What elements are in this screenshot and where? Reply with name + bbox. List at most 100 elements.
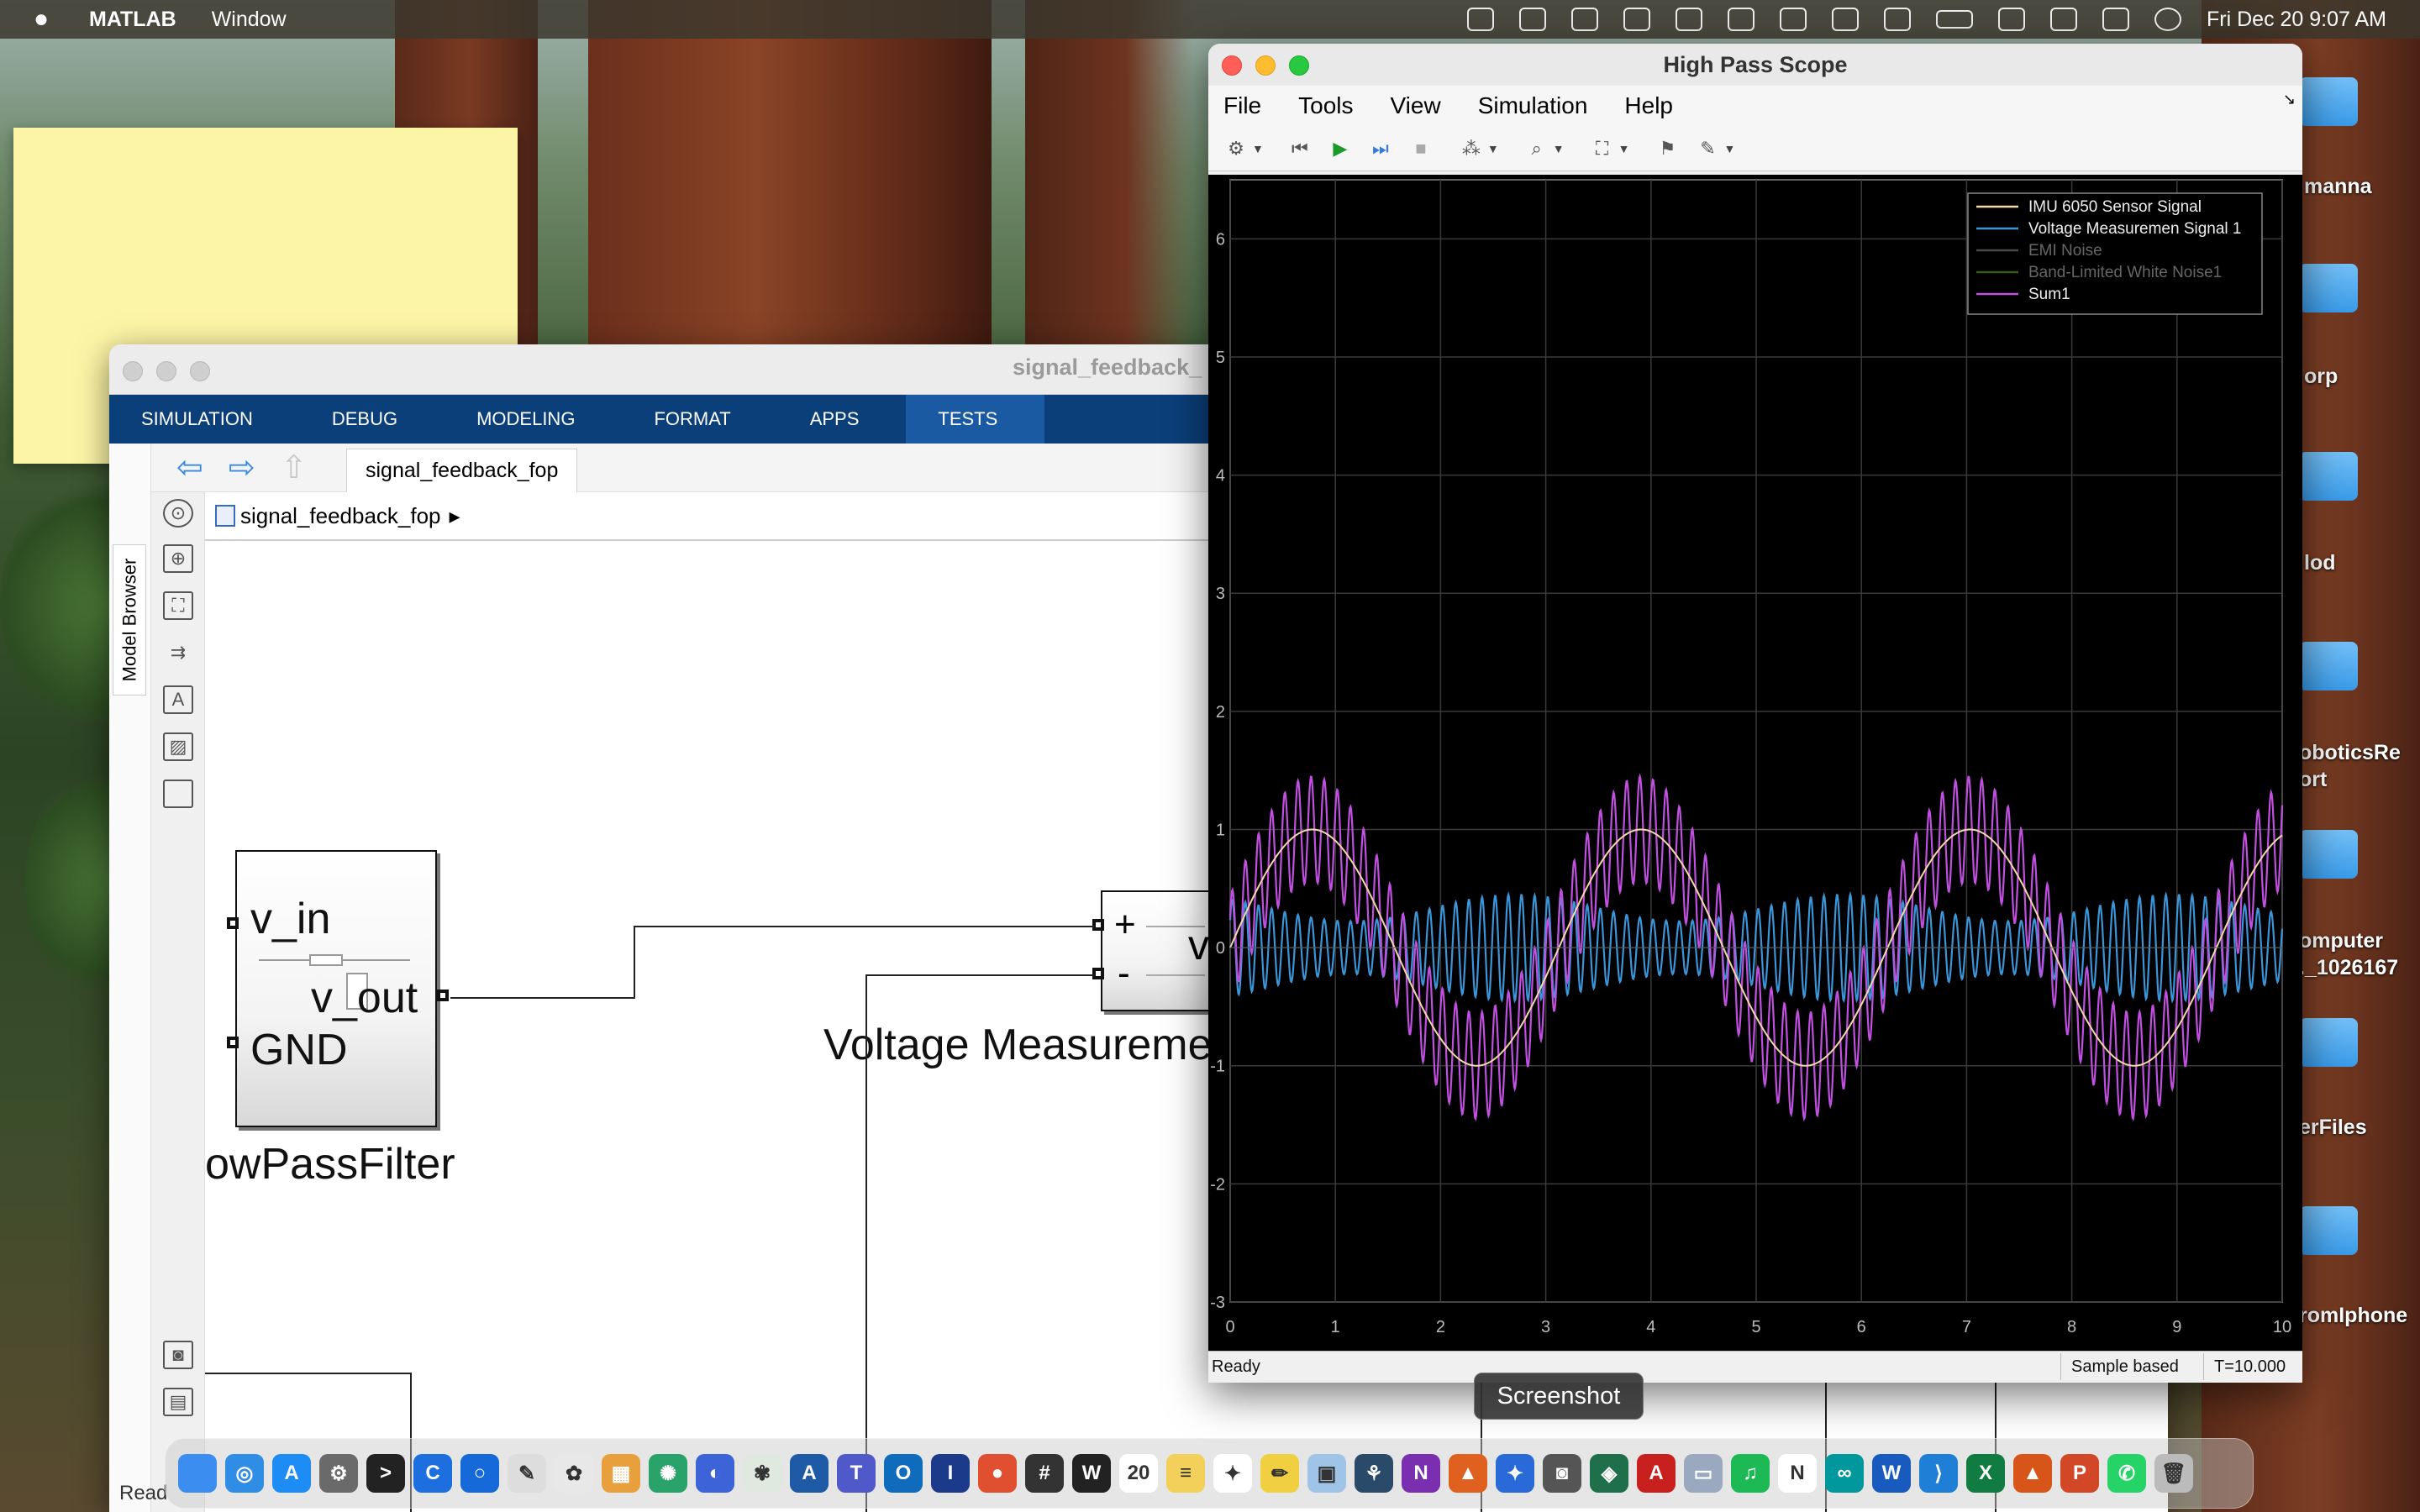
forward-arrow-icon[interactable]: ⇨: [228, 450, 255, 486]
pattern-icon[interactable]: ✺: [649, 1454, 687, 1493]
teams-status-icon[interactable]: [1571, 8, 1599, 31]
chatgpt-desk-icon[interactable]: ✾: [743, 1454, 781, 1493]
step-back-icon[interactable]: ⏮: [1291, 137, 1308, 159]
legend-entry[interactable]: Sum1: [2028, 286, 2070, 303]
preview-icon[interactable]: ▣: [1307, 1454, 1346, 1493]
signal-wire[interactable]: [865, 974, 867, 1512]
app-c-icon[interactable]: C: [413, 1454, 452, 1493]
whatsapp-icon[interactable]: ✆: [2107, 1454, 2146, 1493]
back-arrow-icon[interactable]: ⇦: [176, 450, 203, 486]
signal-wire[interactable]: [1825, 1381, 1827, 1512]
plus-port[interactable]: [1092, 919, 1104, 931]
settings-icon[interactable]: ⚙: [1228, 137, 1244, 159]
chevron-right-icon[interactable]: ▸: [449, 502, 460, 528]
arrange-icon[interactable]: ⇉: [170, 642, 187, 663]
folder-icon[interactable]: [2299, 1018, 2358, 1067]
legend-entry[interactable]: Band-Limited White Noise1: [2028, 264, 2222, 281]
trash-icon[interactable]: 🗑: [2154, 1454, 2193, 1493]
vpn-icon[interactable]: ◈: [1590, 1454, 1628, 1493]
legend-entry[interactable]: EMI Noise: [2028, 242, 2102, 260]
measurements-icon[interactable]: ✎: [1700, 137, 1716, 159]
signal-wire[interactable]: [410, 1373, 412, 1512]
calendar-icon[interactable]: 20: [1119, 1454, 1158, 1493]
battery-icon[interactable]: [1936, 10, 1974, 29]
launchpad-icon[interactable]: ▦: [602, 1454, 640, 1493]
triggers-icon[interactable]: ⚑: [1659, 137, 1676, 159]
folder-icon[interactable]: [2299, 1206, 2358, 1255]
app-circle-icon[interactable]: ○: [460, 1454, 499, 1493]
folder-icon[interactable]: [2299, 642, 2358, 690]
apple-icon[interactable]: ●: [34, 5, 50, 33]
outlook-icon[interactable]: O: [884, 1454, 923, 1493]
matlab2-icon[interactable]: ▲: [2013, 1454, 2052, 1493]
user-status-icon[interactable]: [1832, 8, 1860, 31]
signal-wire[interactable]: [865, 974, 1094, 976]
tab-modeling[interactable]: MODELING: [476, 408, 576, 429]
highlight-icon[interactable]: ⁂: [1461, 137, 1481, 159]
appstore-icon[interactable]: A: [272, 1454, 311, 1493]
desktop-icon-label[interactable]: omputer ._1026167: [2299, 929, 2399, 979]
system-settings-icon[interactable]: ⚙: [319, 1454, 358, 1493]
sparkle-icon[interactable]: ✦: [1496, 1454, 1534, 1493]
close-button[interactable]: [123, 361, 143, 381]
arc-icon[interactable]: ◐: [696, 1454, 734, 1493]
arduino-icon[interactable]: ∞: [1825, 1454, 1864, 1493]
desktop-icon-label[interactable]: oboticsRe ort: [2299, 741, 2401, 791]
tab-simulation[interactable]: SIMULATION: [141, 408, 253, 429]
signal-wire[interactable]: [205, 1373, 412, 1374]
autoscale-icon[interactable]: ⛶: [1595, 137, 1609, 159]
vin-port[interactable]: [227, 917, 239, 929]
desktop-icon-label[interactable]: orp: [2304, 365, 2338, 388]
desktop-icon-label[interactable]: lod: [2304, 551, 2336, 575]
word-w-icon[interactable]: W: [1072, 1454, 1111, 1493]
display-status-icon[interactable]: [1884, 8, 1912, 31]
signal-wire[interactable]: [1481, 1381, 1482, 1512]
siri-icon[interactable]: [2154, 8, 2182, 31]
legend-entry[interactable]: Voltage Measuremen Signal 1: [2028, 220, 2242, 238]
model-browser-toggle[interactable]: Model Browser: [113, 544, 146, 696]
zoom-button[interactable]: [1289, 55, 1309, 76]
camera-icon[interactable]: ◙: [163, 1341, 193, 1369]
menu-file[interactable]: File: [1223, 92, 1262, 118]
pencil-icon[interactable]: ✏: [1260, 1454, 1299, 1493]
circles-icon[interactable]: ●: [978, 1454, 1017, 1493]
safari-icon[interactable]: ◎: [225, 1454, 264, 1493]
tab-apps[interactable]: APPS: [809, 408, 860, 429]
menu-view[interactable]: View: [1390, 92, 1441, 118]
spotify-icon[interactable]: ♫: [1731, 1454, 1770, 1493]
menu-clock[interactable]: Fri Dec 20 9:07 AM: [2207, 7, 2386, 31]
calculator-icon[interactable]: #: [1025, 1454, 1064, 1493]
openai-icon[interactable]: ✦: [1213, 1454, 1252, 1493]
tab-format[interactable]: FORMAT: [654, 408, 731, 429]
gnd-port[interactable]: [227, 1037, 239, 1048]
lowpass-filter-block[interactable]: v_in v_out GND: [235, 850, 437, 1127]
finder-icon[interactable]: [178, 1454, 217, 1493]
run-icon[interactable]: ▶: [1333, 137, 1348, 159]
chevron-down-icon[interactable]: ▼: [1486, 141, 1499, 155]
folder-icon[interactable]: [2299, 77, 2358, 126]
breadcrumb-model[interactable]: signal_feedback_fop: [240, 502, 441, 528]
desktop-icon-label[interactable]: romIphone: [2299, 1304, 2408, 1327]
zoom-in-icon[interactable]: ⊕: [163, 544, 193, 573]
cloud-status-icon[interactable]: [1676, 8, 1703, 31]
powerpoint-icon[interactable]: P: [2060, 1454, 2099, 1493]
minus-port[interactable]: [1092, 968, 1104, 979]
window-status-icon[interactable]: [1780, 8, 1807, 31]
onenote-icon[interactable]: N: [1402, 1454, 1440, 1493]
undock-icon[interactable]: ↘: [2282, 91, 2296, 108]
grammarly-status-icon[interactable]: [1623, 8, 1651, 31]
excel-icon[interactable]: X: [1966, 1454, 2005, 1493]
menu-tools[interactable]: Tools: [1298, 92, 1354, 118]
chatgpt-status-icon[interactable]: [1467, 8, 1495, 31]
notion-status-icon[interactable]: [1519, 8, 1547, 31]
step-forward-icon[interactable]: ⏭: [1371, 137, 1389, 159]
wifi-icon[interactable]: [1998, 8, 2026, 31]
folder-icon[interactable]: [2299, 264, 2358, 312]
chevron-down-icon[interactable]: ▼: [1252, 141, 1264, 155]
area-icon[interactable]: [163, 780, 193, 808]
scope-plot-area[interactable]: 0 1 2 3 4 5 6 7 8 9 10 -3 -2 -1 0 1 2 3 4 5 6 IMU 6050 Senso…: [1208, 175, 2302, 1351]
disk-icon[interactable]: ▭: [1684, 1454, 1723, 1493]
brain-icon[interactable]: ✿: [555, 1454, 593, 1493]
scope-title-bar[interactable]: High Pass Scope: [1208, 44, 2302, 86]
font-icon[interactable]: A: [790, 1454, 829, 1493]
